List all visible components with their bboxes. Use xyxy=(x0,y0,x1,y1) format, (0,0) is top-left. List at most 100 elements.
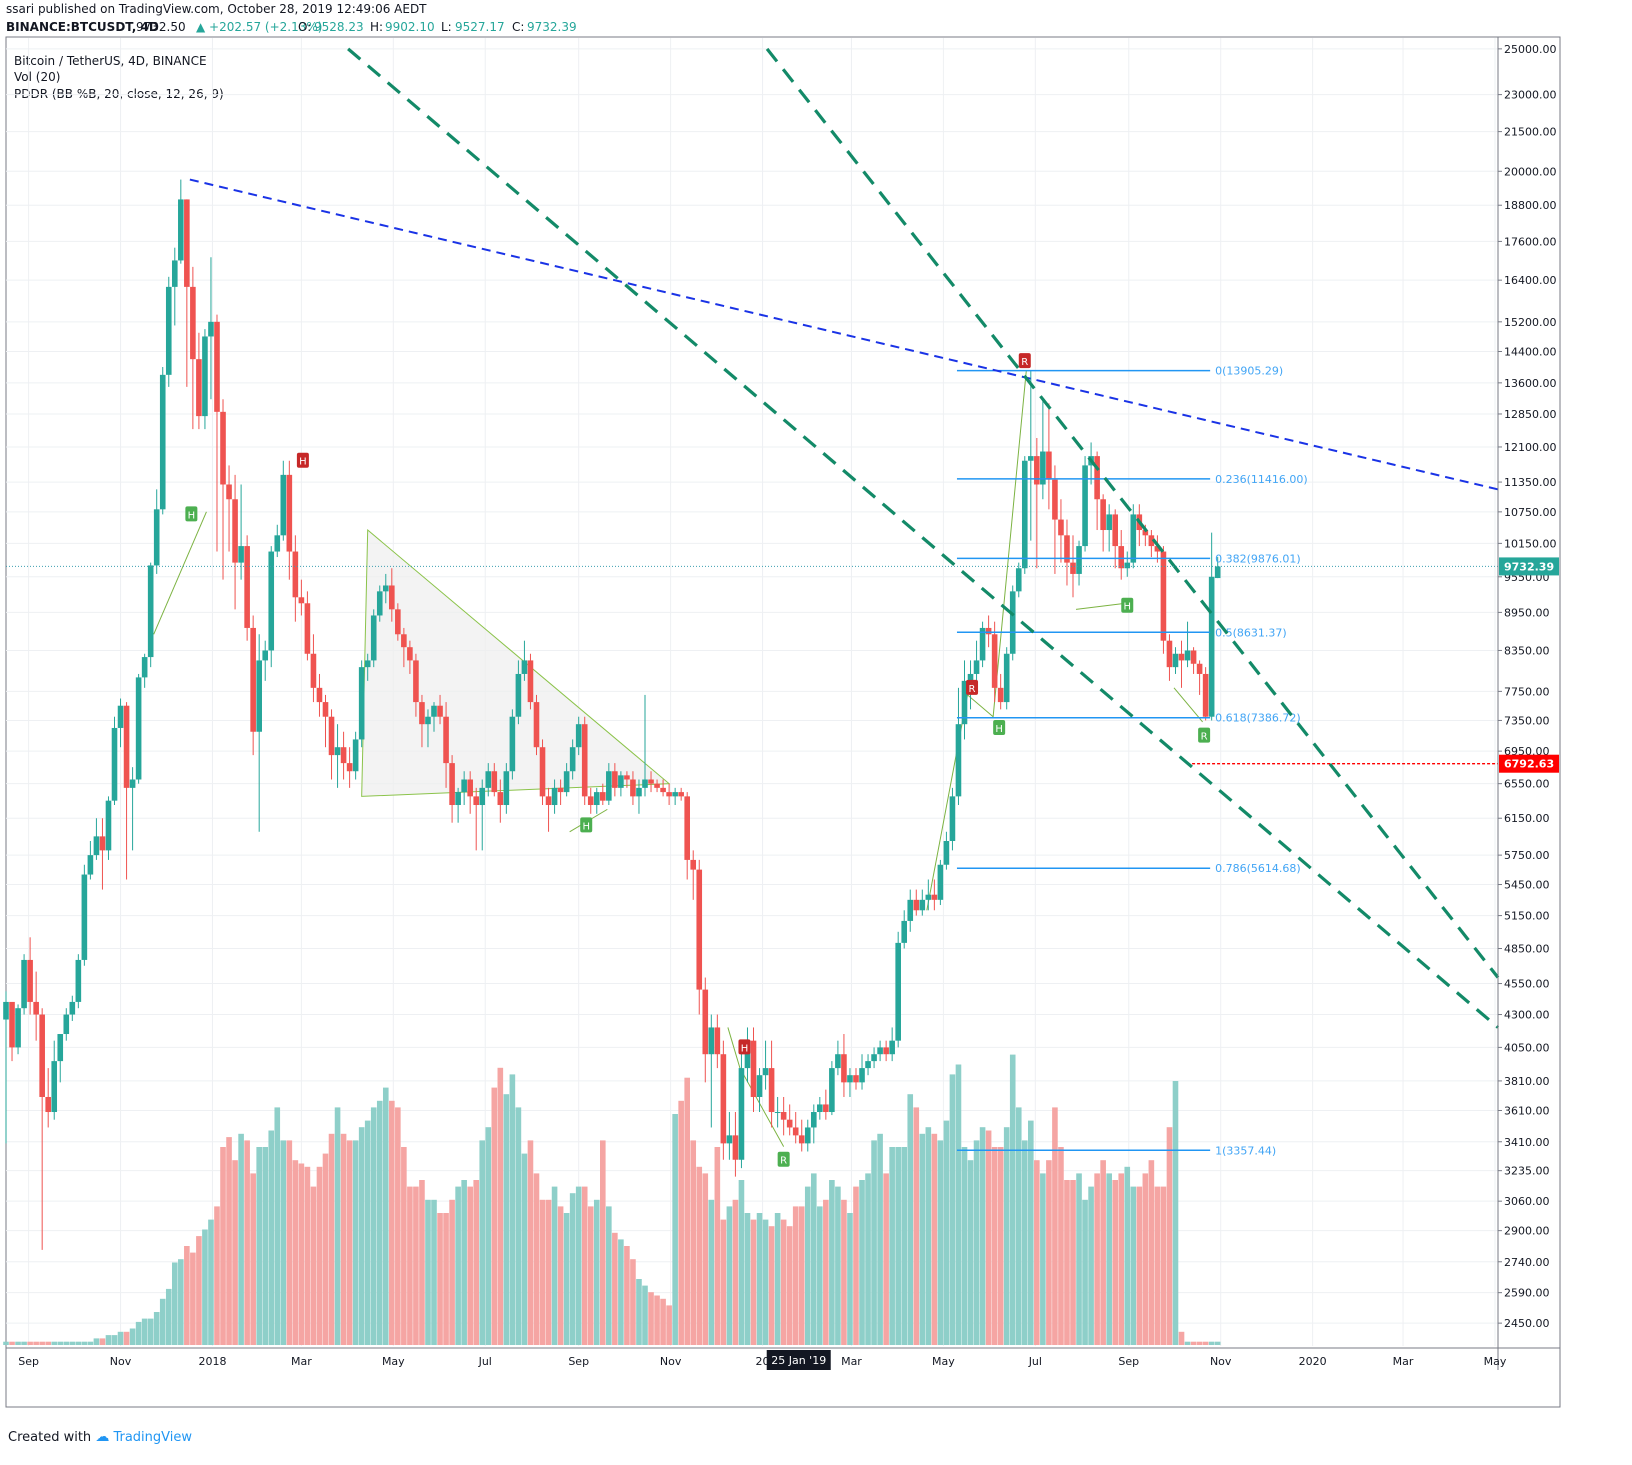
candle-body xyxy=(1058,519,1064,536)
volume-bar xyxy=(389,1100,395,1345)
candle-body xyxy=(364,660,371,668)
candle-body xyxy=(563,771,570,793)
volume-bar xyxy=(425,1199,431,1345)
candle-body xyxy=(732,1135,739,1160)
volume-bar xyxy=(1190,1341,1197,1345)
green-trendline xyxy=(765,47,1500,979)
volume-bar xyxy=(111,1335,118,1345)
volume-bar xyxy=(533,1173,540,1345)
volume-bar xyxy=(298,1163,305,1345)
marker-letter: H xyxy=(1123,602,1131,613)
volume-bar xyxy=(1136,1186,1143,1345)
candle-body xyxy=(473,796,480,806)
volume-bar xyxy=(153,1312,160,1345)
volume-bar xyxy=(1076,1173,1082,1345)
candle-body xyxy=(551,787,558,806)
volume-bar xyxy=(726,1206,733,1345)
candle-body xyxy=(1160,551,1167,641)
marker-badge xyxy=(296,452,309,468)
volume-bar xyxy=(889,1147,895,1345)
volume-bar xyxy=(660,1298,666,1345)
candle-body xyxy=(1208,576,1215,717)
fibonacci-retracement[interactable]: 0(13905.29) 0.236(11416.00) 0.382(9876.01)… xyxy=(956,365,1308,1158)
volume-bar xyxy=(600,1140,606,1345)
volume-bar xyxy=(618,1239,624,1345)
volume-bar xyxy=(141,1318,148,1345)
fib-level-label: 1(3357.44) xyxy=(1215,1144,1276,1157)
candle-body xyxy=(1184,650,1191,661)
volume-bar xyxy=(280,1140,287,1345)
candle-body xyxy=(190,286,196,360)
candle-body xyxy=(720,1054,727,1144)
candle-body xyxy=(9,1001,15,1048)
candle-body xyxy=(382,585,389,592)
pattern-line xyxy=(1173,687,1203,723)
volume-bar xyxy=(738,1180,745,1345)
close-value: 9732.39 xyxy=(527,20,577,34)
volume-bar xyxy=(370,1107,377,1345)
candle-body xyxy=(780,1112,787,1120)
volume-bar xyxy=(208,1219,214,1345)
volume-bar xyxy=(220,1147,226,1345)
volume-bar xyxy=(708,1199,715,1345)
price-axis[interactable]: 25000.00 23000.00 21500.00 20000.00 18800.00… xyxy=(1497,37,1559,1370)
volume-bar xyxy=(997,1147,1004,1345)
volume-bar xyxy=(449,1199,455,1345)
volume-bar xyxy=(27,1341,33,1345)
candle-body xyxy=(437,705,443,717)
volume-legend[interactable]: Vol (20) xyxy=(14,70,61,84)
candle-body xyxy=(1034,456,1040,485)
price-tick-label: 8350.00 xyxy=(1504,644,1550,657)
volume-bar xyxy=(443,1213,449,1345)
volume-bar xyxy=(919,1133,926,1345)
open-label: O: xyxy=(298,20,312,34)
created-with: Created with xyxy=(8,1430,92,1445)
volume-bar xyxy=(756,1213,763,1345)
candle-body xyxy=(171,260,178,287)
candle-body xyxy=(376,591,383,616)
volume-bar xyxy=(798,1206,805,1345)
candle-body xyxy=(304,603,311,654)
candle-body xyxy=(1148,535,1155,547)
volume-bar xyxy=(859,1180,865,1345)
volume-bar xyxy=(190,1252,196,1345)
volume-bar xyxy=(1130,1186,1137,1345)
volume-bar xyxy=(129,1328,136,1345)
volume-bar xyxy=(57,1341,64,1345)
marker-letter: R xyxy=(780,1156,787,1167)
pattern-line xyxy=(1075,602,1126,610)
candle-body xyxy=(841,1054,847,1083)
time-tick-label: Jul xyxy=(478,1355,492,1368)
candle-body xyxy=(352,739,359,772)
volume-bar xyxy=(232,1160,238,1345)
candle-body xyxy=(419,702,425,725)
trendlines[interactable] xyxy=(6,47,1500,1029)
candle-body xyxy=(654,783,660,788)
price-tick-label: 11350.00 xyxy=(1504,476,1557,489)
candle-body xyxy=(575,724,582,748)
pattern-line xyxy=(926,370,1027,911)
candle-body xyxy=(431,705,437,717)
time-axis[interactable]: Sep Nov 2018 Mar May Jul Sep Nov 20 Mar May Jul Sep N… xyxy=(6,1347,1560,1370)
volume-bar xyxy=(1124,1166,1131,1345)
candle-body xyxy=(389,585,395,610)
fib-level-label: 0.618(7386.72) xyxy=(1215,712,1301,725)
time-tick-label: Nov xyxy=(110,1355,132,1368)
candle-body xyxy=(1112,514,1119,547)
volume-bar xyxy=(877,1133,883,1345)
marker-letter: H xyxy=(582,821,590,832)
volume-bar xyxy=(1100,1160,1106,1345)
brand-name[interactable]: TradingView xyxy=(113,1430,192,1445)
volume-bar xyxy=(1202,1341,1209,1345)
indicator-legend[interactable]: PDDR (BB %B, 20, close, 12, 26, 9) xyxy=(14,87,224,101)
time-tick-label: May xyxy=(932,1355,955,1368)
volume-bar xyxy=(774,1213,781,1345)
footer: Created with ☁ TradingView xyxy=(8,1429,192,1445)
symbol-legend[interactable]: Bitcoin / TetherUS, 4D, BINANCE xyxy=(14,54,207,68)
candle-body xyxy=(202,336,208,417)
candle-body xyxy=(1118,546,1125,569)
candle-body xyxy=(208,321,214,337)
volume-bar xyxy=(178,1259,184,1345)
pattern-markers: H H H H R R H R H R xyxy=(185,353,1211,1167)
